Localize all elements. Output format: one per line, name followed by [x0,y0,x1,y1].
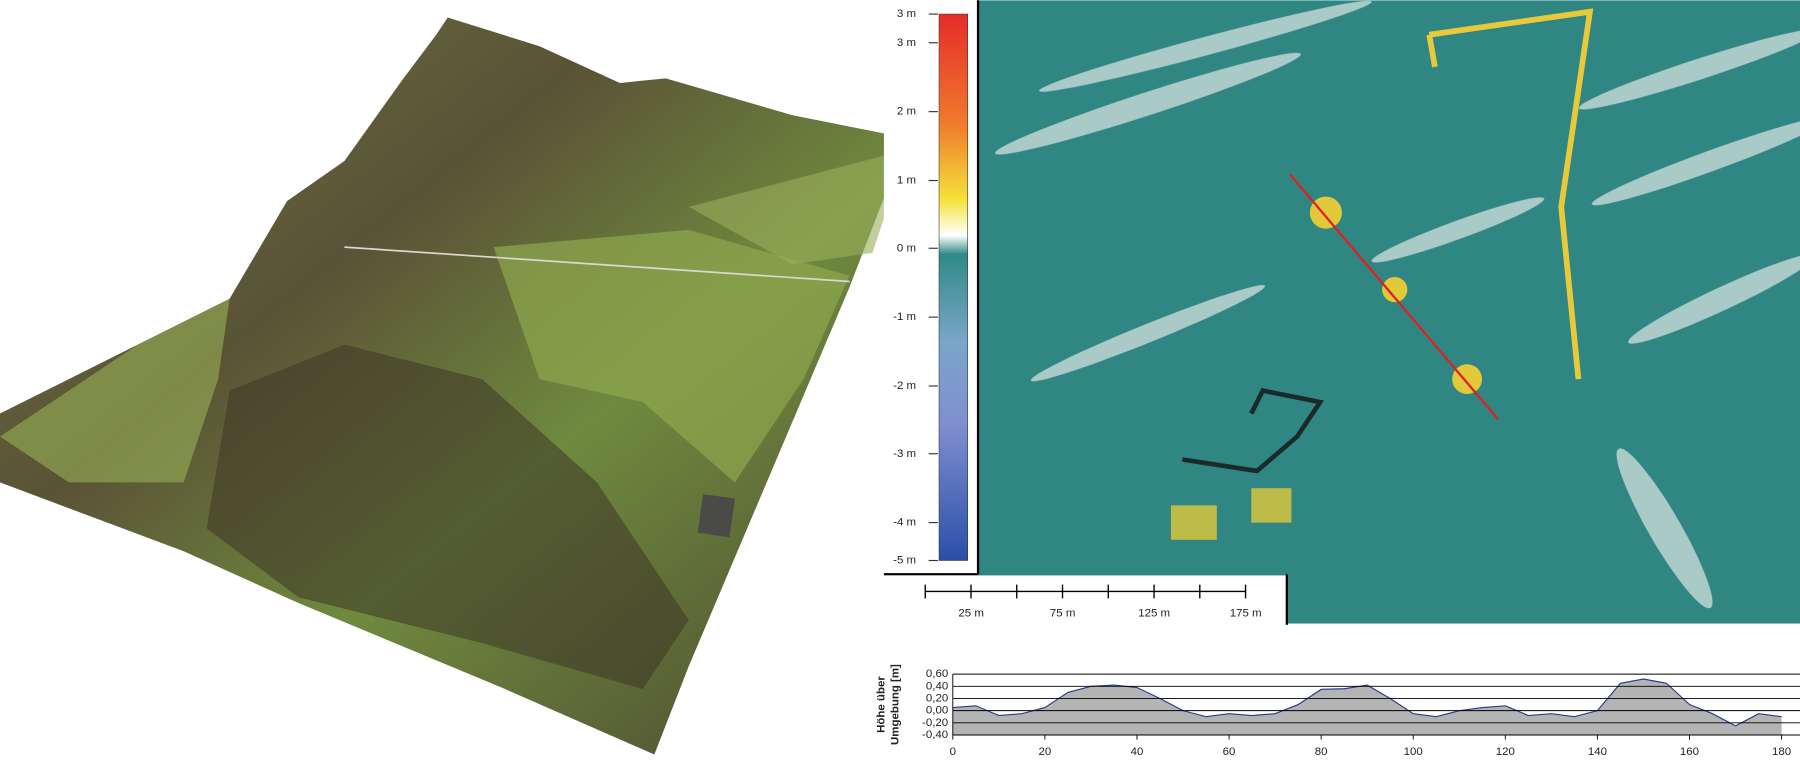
legend-label: 3 m [897,8,916,20]
legend-colorbar [938,13,969,561]
relief-streak [1030,285,1266,382]
y-axis-label: Umgebung [m] [889,664,901,745]
profile-area [952,679,1782,735]
hill-shade [206,344,689,690]
y-axis-label: Höhe über [876,676,888,733]
terrain-render [0,17,907,755]
legend-label: -3 m [893,448,916,460]
x-tick-label: 40 [1131,746,1144,758]
x-tick-label: 100 [1404,746,1423,758]
scale-label: 25 m [958,607,984,619]
y-tick-label: -0,40 [922,729,948,741]
legend-ticks: 3 m 3 m 2 m 1 m 0 m -1 m -2 m -3 m -4 m -5 m [893,8,938,567]
y-tick-label: 0,60 [926,668,948,680]
scale-bar: 25 m 75 m 125 m 175 m [924,584,1262,619]
x-tick-label: 120 [1496,746,1515,758]
relief-streak [1371,197,1545,263]
x-tick-label: 0 [950,746,956,758]
scale-label: 125 m [1138,607,1170,619]
legend-label: -1 m [893,311,916,323]
relief-streak [1591,116,1800,206]
mound [1382,276,1408,303]
quarry-shadow [1182,387,1324,474]
relief-streak [1578,28,1800,110]
y-tick-label: 0,20 [926,693,948,705]
pond [697,494,735,538]
field-patch [688,149,907,265]
legend-label: 1 m [897,175,916,187]
ridge [1428,8,1594,380]
x-tick-label: 140 [1588,746,1607,758]
relief-streak [1616,448,1713,609]
x-tick-label: 80 [1315,746,1328,758]
profile-chart: 0,600,400,200,00-0,20-0,400 20 40 60 80 100 12… [876,664,1800,758]
field-patch [0,298,230,483]
legend-label: -4 m [893,517,916,529]
legend-label: 2 m [897,106,916,118]
legend-label: 3 m [897,37,916,49]
mound [1452,364,1483,395]
y-tick-label: 0,00 [926,705,948,717]
x-tick-label: 20 [1039,746,1052,758]
scale-label: 75 m [1050,607,1076,619]
y-tick-label: -0,20 [922,717,948,729]
ridge [1426,34,1438,68]
road [344,246,850,283]
y-tick-label: 0,40 [926,680,948,692]
x-tick-label: 60 [1223,746,1236,758]
field-patch [493,229,850,483]
relief-map [978,0,1800,624]
profile-line [1289,174,1499,421]
legend-label: -5 m [893,555,916,567]
relief-streak [995,52,1301,155]
legend-label: 0 m [897,242,916,254]
x-tick-label: 180 [1772,746,1791,758]
legend-label: -2 m [893,380,916,392]
quarry-edge [1251,488,1292,523]
x-tick-label: 160 [1680,746,1699,758]
relief-streak [1628,253,1800,344]
scale-bar-box [883,575,1287,625]
quarry-edge [1170,505,1217,540]
scale-label: 175 m [1230,607,1262,619]
mound [1309,196,1342,229]
relief-streak [1039,0,1372,92]
